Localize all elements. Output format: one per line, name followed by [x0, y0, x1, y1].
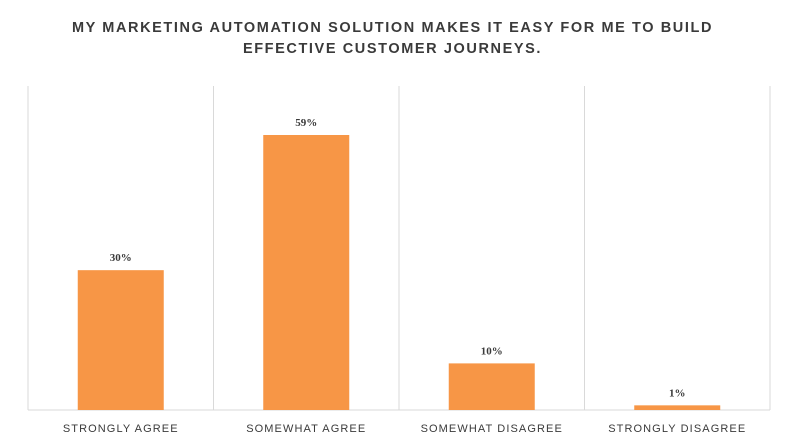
- data-label: 30%: [110, 252, 132, 264]
- category-label: SOMEWHAT DISAGREE: [421, 423, 563, 435]
- data-label: 1%: [669, 387, 686, 399]
- bar: [263, 135, 350, 410]
- chart-title-line-1: MY MARKETING AUTOMATION SOLUTION MAKES I…: [71, 20, 714, 36]
- chart-title-line-2: EFFECTIVE CUSTOMER JOURNEYS.: [242, 41, 543, 57]
- category-label: SOMEWHAT AGREE: [246, 423, 366, 435]
- bar: [448, 363, 535, 410]
- data-label: 10%: [481, 345, 503, 357]
- category-label: STRONGLY DISAGREE: [608, 423, 746, 435]
- data-label: 59%: [295, 117, 317, 129]
- bar: [77, 270, 164, 410]
- category-label: STRONGLY AGREE: [63, 423, 179, 435]
- bar: [634, 405, 721, 410]
- chart-title: MY MARKETING AUTOMATION SOLUTION MAKES I…: [0, 18, 785, 60]
